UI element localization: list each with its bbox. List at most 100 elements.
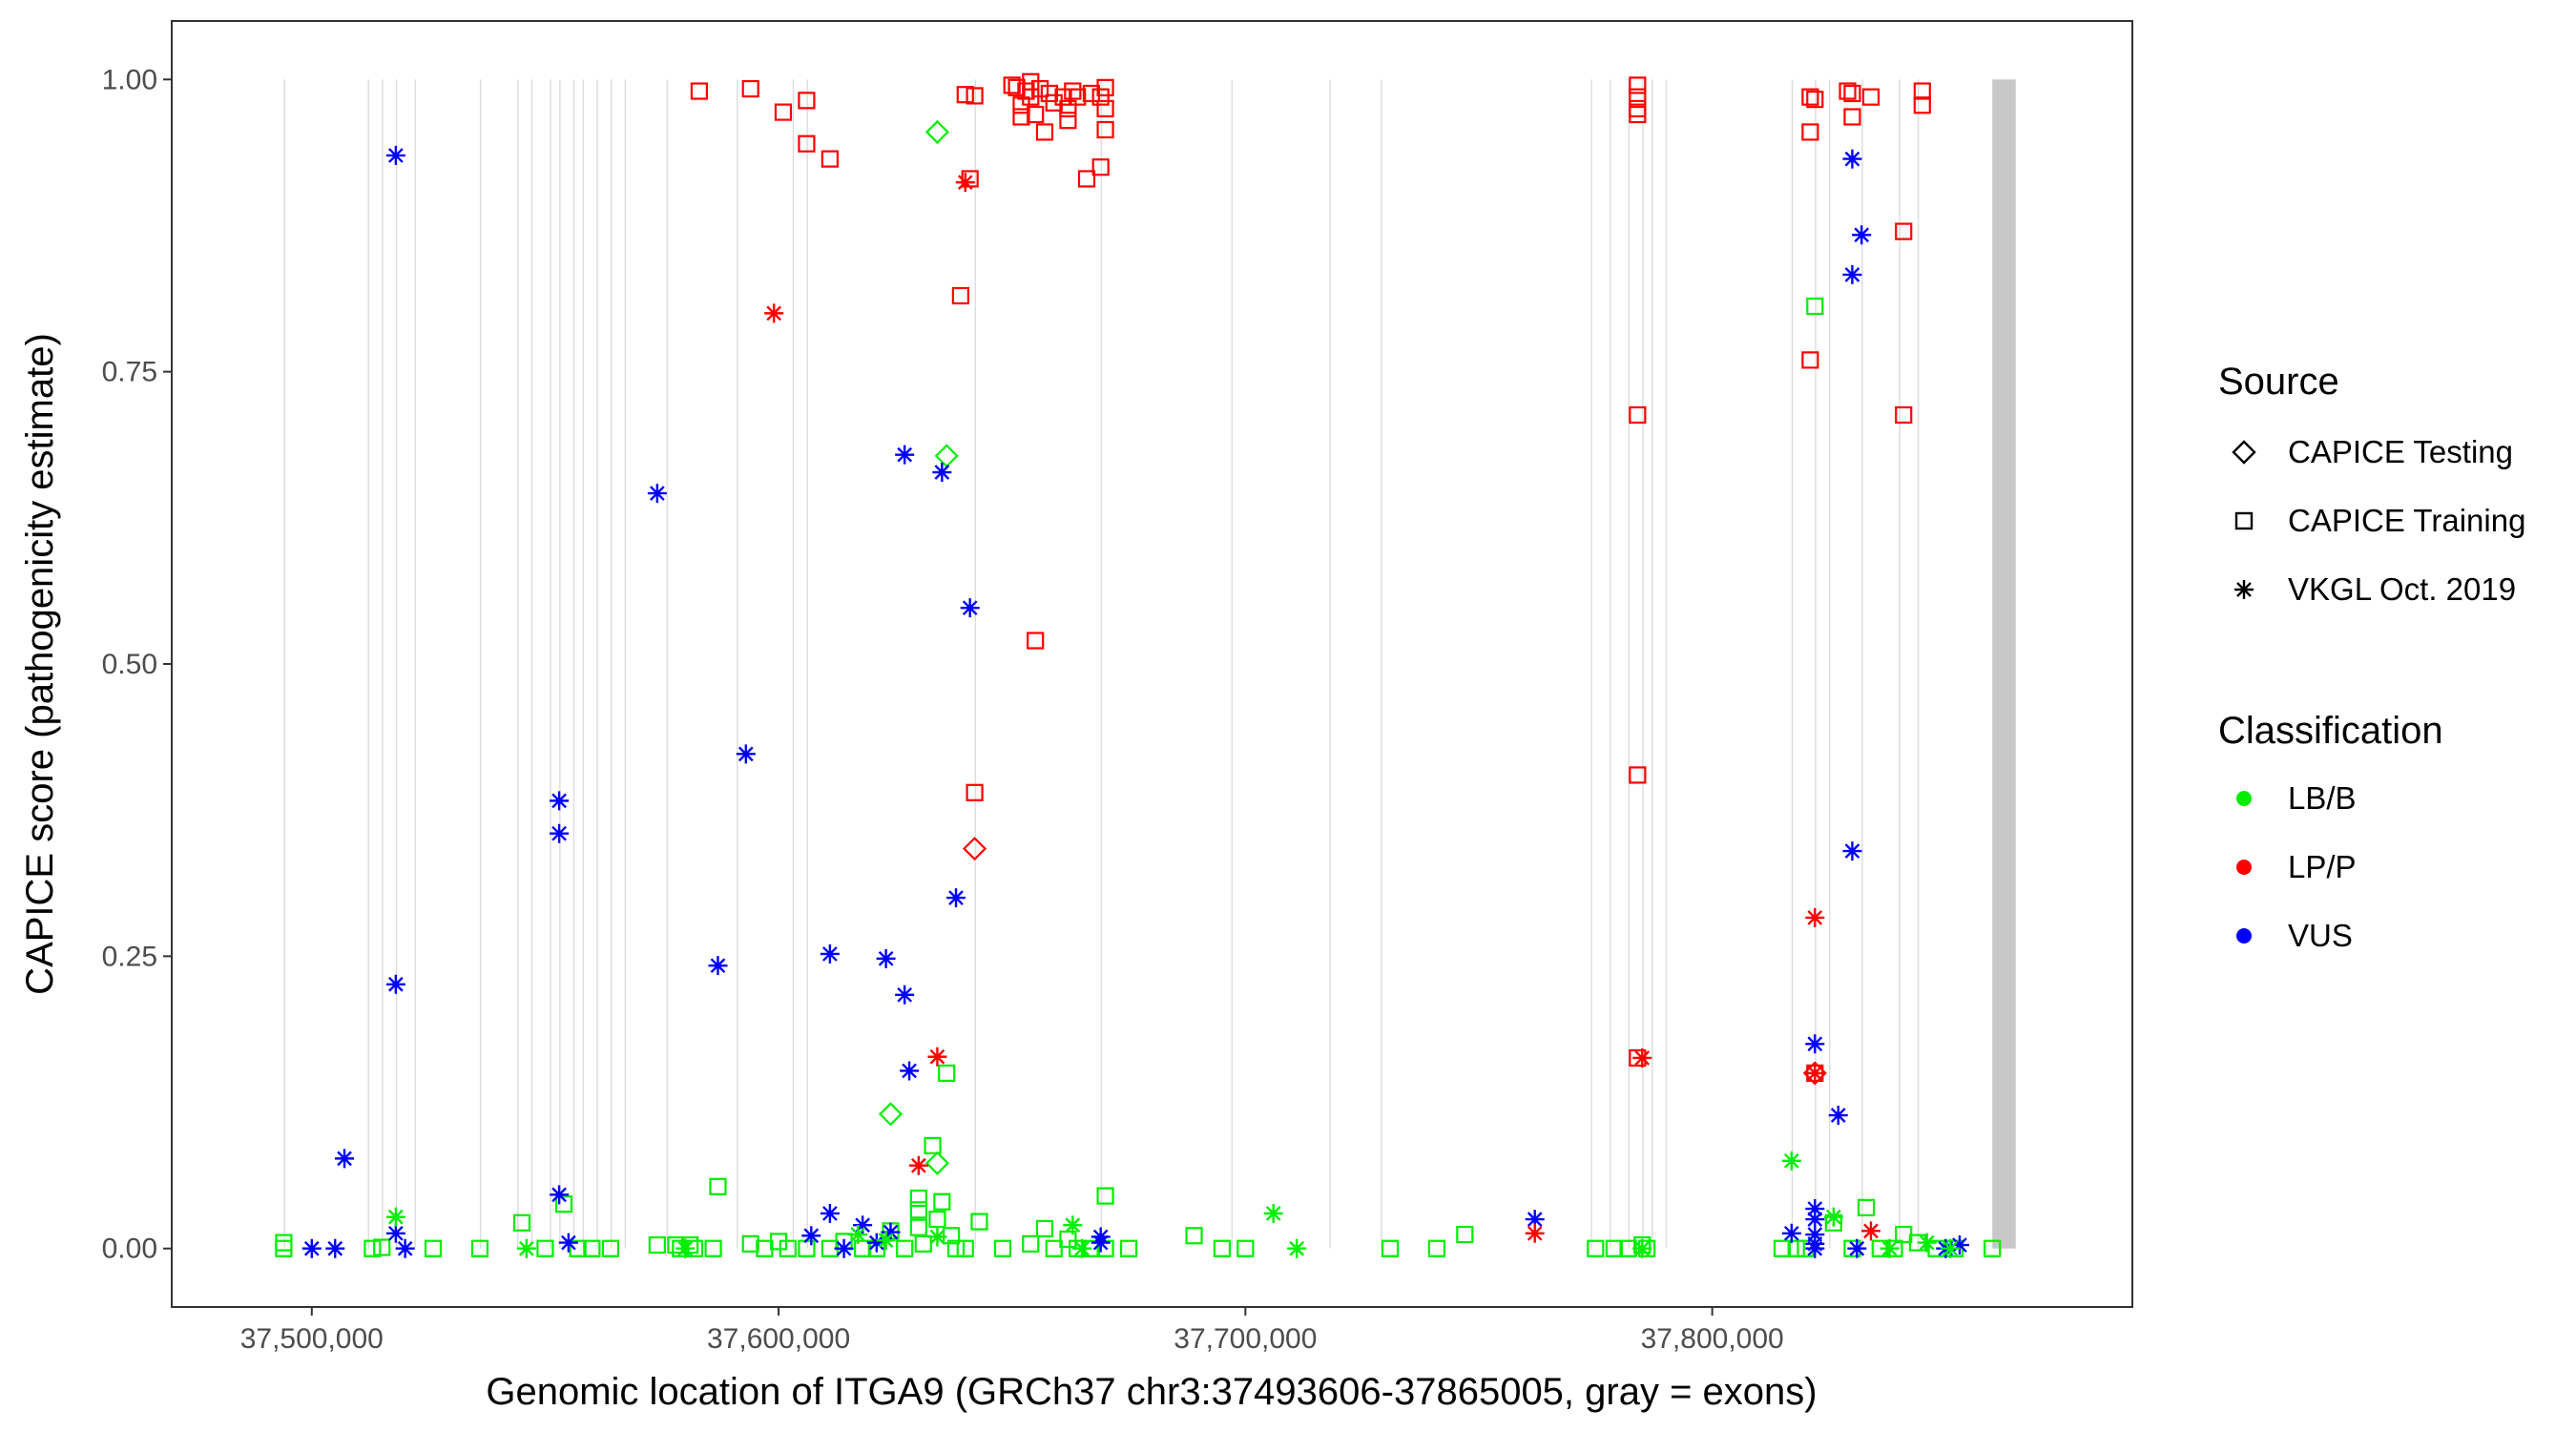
- x-tick-label: 37,700,000: [1174, 1323, 1317, 1355]
- data-point: [943, 1227, 961, 1245]
- data-point: [1059, 99, 1077, 118]
- data-point: [709, 1177, 727, 1195]
- exon-marker: [596, 79, 598, 1249]
- data-point: [927, 1047, 947, 1067]
- exon-marker: [1590, 79, 1592, 1249]
- data-point: [550, 823, 570, 843]
- data-point: [1381, 1239, 1400, 1257]
- data-point: [1861, 1221, 1880, 1241]
- data-point: [927, 1227, 947, 1247]
- y-tick-label: 0.50: [102, 649, 157, 680]
- data-point: [1858, 1198, 1876, 1216]
- data-point: [1805, 1199, 1825, 1219]
- data-point: [1801, 88, 1819, 106]
- data-point: [667, 1235, 685, 1255]
- data-point: [1801, 123, 1819, 141]
- data-point: [820, 944, 840, 964]
- data-point: [736, 744, 756, 764]
- data-point: [1185, 1227, 1203, 1245]
- square-icon: [2234, 511, 2254, 530]
- data-point: [1027, 105, 1045, 124]
- data-point: [364, 1239, 382, 1257]
- data-point: [909, 1201, 927, 1219]
- legend-label-capice-testing: CAPICE Testing: [2288, 434, 2513, 469]
- data-point: [1045, 93, 1063, 112]
- data-point: [1022, 1234, 1040, 1253]
- data-point: [1119, 1239, 1138, 1257]
- legend-key-vkgl: [2234, 580, 2254, 599]
- data-point: [1913, 96, 1931, 114]
- legend-key-lpp: [2236, 860, 2252, 875]
- data-point: [470, 1239, 489, 1257]
- data-point: [1045, 1239, 1063, 1257]
- exon-marker: [610, 79, 613, 1249]
- data-point: [1806, 91, 1824, 109]
- data-point: [1629, 76, 1647, 94]
- legend-key-capice-testing: [2232, 440, 2256, 465]
- data-point: [1895, 222, 1913, 240]
- exon-marker: [624, 79, 627, 1249]
- data-point: [536, 1239, 554, 1257]
- data-point: [876, 1231, 896, 1251]
- data-point: [1082, 84, 1100, 103]
- data-point: [951, 286, 969, 305]
- data-point: [1895, 405, 1913, 425]
- data-point: [704, 1239, 722, 1257]
- exon-marker: [1100, 79, 1103, 1249]
- data-point: [1059, 112, 1077, 130]
- data-point: [1847, 1238, 1867, 1258]
- exon-marker: [1992, 79, 2016, 1249]
- exon-marker: [1828, 79, 1831, 1249]
- data-point: [1096, 78, 1114, 96]
- data-point: [938, 1064, 956, 1083]
- data-point: [583, 1239, 601, 1257]
- data-point: [1008, 78, 1026, 96]
- data-point: [1629, 105, 1647, 124]
- data-point: [569, 1239, 587, 1257]
- data-point: [373, 1238, 391, 1256]
- exon-marker: [530, 79, 533, 1249]
- legend-label-vkgl: VKGL Oct. 2019: [2288, 571, 2516, 607]
- data-point: [1035, 123, 1054, 141]
- exon-marker: [582, 79, 585, 1249]
- data-point: [956, 86, 974, 104]
- data-point: [1805, 907, 1825, 927]
- x-axis-title: Genomic location of ITGA9 (GRCh37 chr3:3…: [486, 1371, 1817, 1413]
- data-point: [834, 1238, 854, 1258]
- data-point: [1787, 1239, 1805, 1257]
- exon-marker: [1231, 79, 1234, 1249]
- data-point: [924, 1136, 942, 1154]
- exon-marker: [550, 79, 551, 1249]
- legend-key-capice-training: [2234, 511, 2254, 530]
- data-point: [1984, 1239, 2002, 1257]
- data-point: [909, 1189, 927, 1208]
- data-point: [385, 1207, 405, 1227]
- data-point: [1828, 1106, 1848, 1126]
- data-point: [1949, 1235, 1969, 1255]
- data-point: [853, 1215, 873, 1235]
- data-point: [895, 985, 915, 1005]
- y-tick-label: 1.00: [102, 64, 157, 95]
- data-point: [900, 1061, 920, 1081]
- exon-marker: [1861, 79, 1863, 1249]
- data-point: [1091, 158, 1110, 176]
- exon-marker: [1329, 79, 1331, 1249]
- data-point: [848, 1225, 868, 1245]
- data-point: [896, 1239, 914, 1257]
- data-point: [1781, 1151, 1801, 1171]
- data-point: [1236, 1239, 1255, 1257]
- data-point: [424, 1239, 443, 1257]
- data-point: [1843, 84, 1861, 103]
- data-point: [550, 791, 570, 811]
- exon-marker: [1665, 79, 1668, 1249]
- data-point: [1823, 1207, 1843, 1227]
- data-point: [924, 1151, 949, 1175]
- exon-marker: [395, 79, 398, 1249]
- data-point: [878, 1102, 904, 1127]
- data-point: [956, 1239, 974, 1257]
- data-point: [932, 463, 952, 483]
- data-point: [821, 150, 839, 168]
- data-point: [1017, 82, 1035, 100]
- data-point: [955, 173, 975, 193]
